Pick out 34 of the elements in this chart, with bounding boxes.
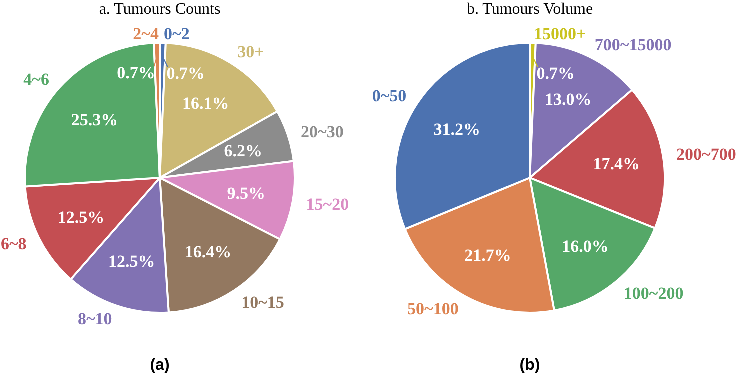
data-label: 9.5%	[227, 184, 266, 204]
slice-label: 15000+	[534, 24, 586, 44]
slice-label: 0~2	[164, 24, 190, 44]
slice-label: 100~200	[624, 284, 684, 304]
data-label: 16.1%	[182, 94, 230, 114]
data-label: 16.0%	[562, 236, 609, 256]
data-label: 12.5%	[58, 208, 105, 227]
chart-title: a. Tumours Counts	[99, 1, 221, 18]
slice-label: 6~8	[0, 234, 27, 254]
slice-label: 30+	[238, 42, 264, 62]
data-label: 12.5%	[108, 252, 156, 272]
data-label: 13.0%	[544, 90, 592, 110]
data-label: 0.7%	[166, 64, 206, 84]
data-label: 16.4%	[184, 242, 232, 262]
data-label: 6.2%	[224, 141, 262, 160]
slice-label: 4~6	[24, 70, 50, 89]
data-label: 21.7%	[464, 246, 512, 266]
slice-label: 15~20	[306, 194, 350, 214]
data-label: 25.3%	[71, 110, 118, 130]
text: (a)	[150, 357, 170, 374]
slice-label: 700~15000	[594, 35, 672, 54]
data-label: 0.7%	[536, 64, 576, 84]
slice-label: 8~10	[78, 310, 112, 329]
slice-label: 2~4	[133, 24, 160, 44]
chart-title: b. Tumours Volume	[466, 1, 594, 18]
text: (b)	[520, 357, 540, 374]
slice-label: 10~15	[242, 293, 284, 312]
slice-label: 200~700	[676, 144, 736, 164]
slice-label: 20~30	[301, 122, 344, 142]
data-label: 31.2%	[434, 120, 480, 140]
data-label: 0.7%	[117, 64, 156, 83]
slice-label: 50~100	[408, 299, 459, 318]
slice-label: 0~50	[372, 86, 407, 106]
data-label: 17.4%	[593, 154, 640, 174]
